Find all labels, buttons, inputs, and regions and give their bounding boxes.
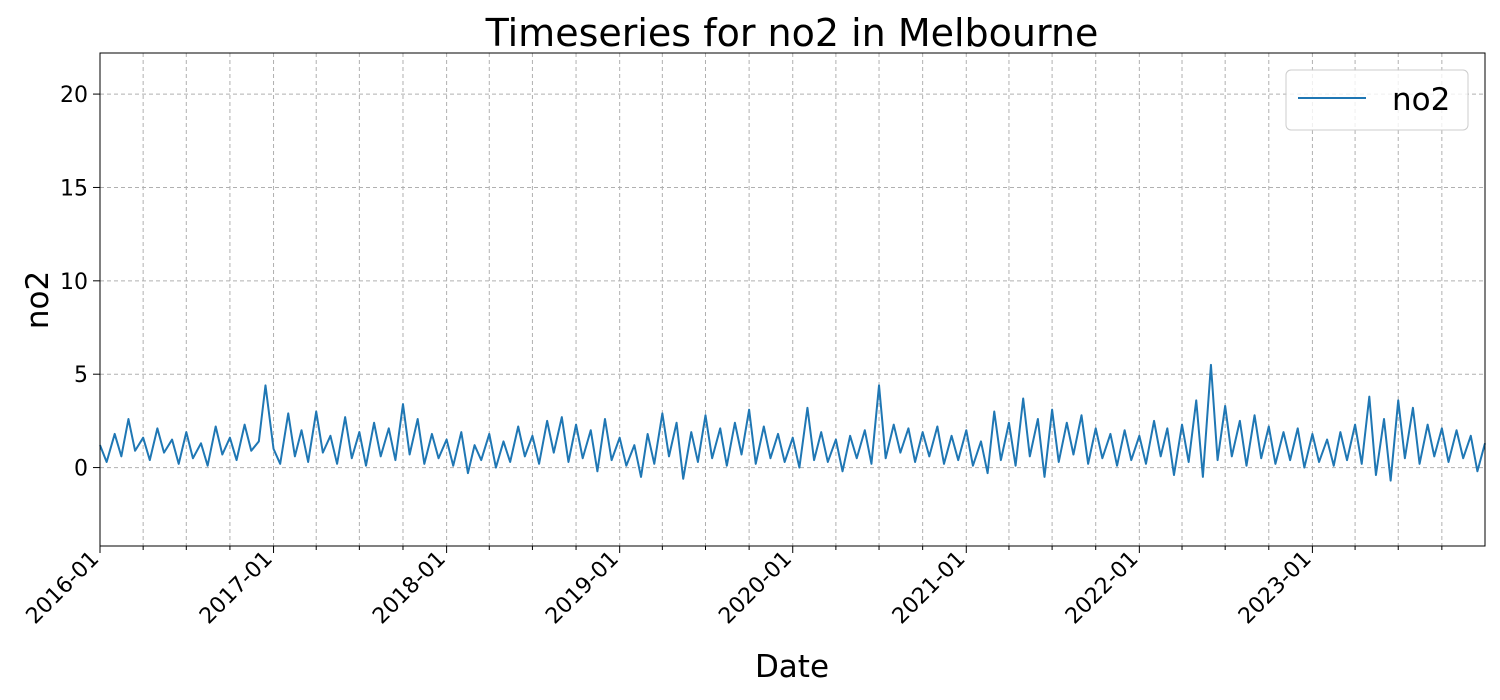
legend: no2 (1285, 69, 1469, 131)
series-layer (99, 363, 1486, 482)
x-axis-label: Date (755, 649, 829, 685)
y-tick-label: 5 (74, 363, 88, 388)
y-axis-label: no2 (20, 271, 56, 329)
y-tick-label: 15 (60, 176, 88, 201)
y-tick-label: 10 (60, 270, 88, 295)
y-tick-label: 0 (74, 457, 88, 482)
series-line-no2 (99, 363, 1486, 482)
legend-box (1285, 69, 1469, 131)
y-tick-label: 20 (60, 83, 88, 108)
y-axis: 0 5 10 15 20 (60, 83, 100, 482)
chart-title: Timeseries for no2 in Melbourne (485, 11, 1099, 55)
grid (99, 53, 1485, 546)
legend-label: no2 (1392, 82, 1450, 118)
